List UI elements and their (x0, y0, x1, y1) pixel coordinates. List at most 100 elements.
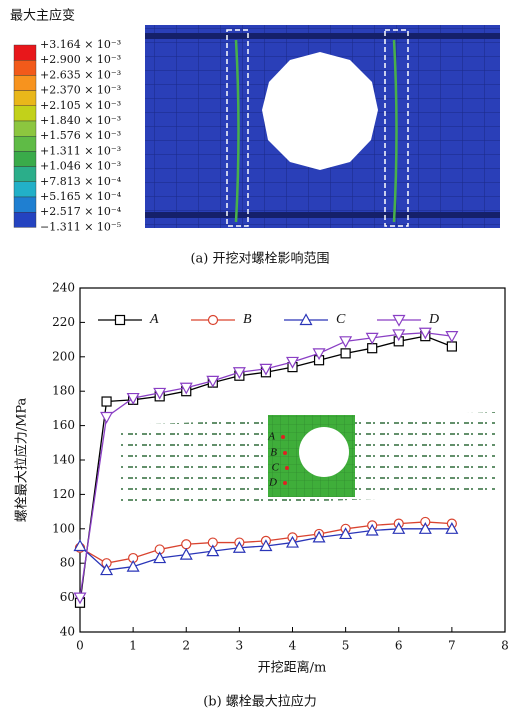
legend-label: +2.517 × 10⁻⁴ (40, 205, 122, 218)
fe-band (145, 212, 500, 218)
marker (285, 535, 300, 548)
inset-label: A (267, 431, 275, 443)
legend-label: B (243, 312, 252, 327)
legend-swatch (13, 196, 37, 213)
inset-label: C (272, 462, 280, 474)
legend-swatch (13, 75, 37, 91)
inset-label: B (270, 447, 277, 459)
marker (312, 530, 326, 543)
legend-swatch (13, 166, 37, 183)
legend-swatch (13, 90, 37, 106)
marker (285, 356, 300, 369)
legend-label: +3.164 × 10⁻³ (40, 38, 121, 51)
y-tick-label: 160 (52, 418, 75, 432)
legend-swatch (13, 211, 37, 228)
inset-point (283, 451, 287, 455)
marker (73, 539, 87, 552)
inset-point (281, 435, 285, 439)
fe-band (145, 33, 500, 39)
legend-label: −1.311 × 10⁻⁵ (40, 220, 121, 233)
legend-label: +2.370 × 10⁻³ (40, 84, 121, 97)
legend-marker (392, 314, 406, 327)
marker (340, 348, 351, 359)
marker (100, 563, 114, 576)
legend-label: +1.311 × 10⁻³ (40, 144, 121, 157)
marker (179, 547, 193, 560)
inset-hole (299, 427, 349, 477)
legend-label: +2.635 × 10⁻³ (40, 68, 121, 81)
legend-swatch (13, 120, 37, 137)
legend-swatch (13, 135, 37, 152)
legend-marker (207, 314, 219, 326)
y-axis-label: 螺栓最大拉应力/MPa (14, 397, 30, 522)
marker (206, 544, 220, 557)
marker (126, 559, 140, 572)
fe-strain-strip (234, 39, 240, 223)
legend-label: D (428, 312, 439, 327)
marker (445, 522, 459, 534)
y-tick-label: 40 (60, 625, 75, 639)
legend-label: +1.046 × 10⁻³ (40, 160, 121, 173)
marker (367, 343, 378, 354)
marker (392, 329, 406, 342)
legend-label: +2.105 × 10⁻³ (40, 99, 121, 112)
y-tick-label: 120 (52, 487, 75, 501)
fe-hole (262, 52, 378, 170)
dashed-box (226, 29, 249, 227)
marker (153, 551, 167, 564)
y-tick-label: 80 (60, 556, 75, 570)
y-tick-label: 180 (52, 384, 75, 398)
legend-label: A (149, 312, 159, 327)
caption: (b) 螺栓最大拉应力 (203, 694, 317, 710)
marker (232, 540, 246, 553)
x-tick-label: 8 (501, 639, 509, 653)
inset-point (283, 481, 287, 485)
x-tick-label: 2 (182, 639, 190, 653)
x-tick-label: 6 (395, 639, 403, 653)
legend-label: +1.576 × 10⁻³ (40, 129, 121, 142)
marker (126, 392, 140, 405)
x-tick-label: 0 (76, 639, 84, 653)
marker (418, 327, 432, 340)
marker (339, 527, 353, 540)
marker (101, 396, 112, 407)
x-tick-label: 5 (342, 639, 350, 653)
inset-label: D (268, 477, 277, 489)
contour-legend: 最大主应变 +3.164 × 10⁻³ +2.900 × 10⁻³ +2.635 ×… (10, 8, 122, 234)
legend-marker (114, 314, 126, 326)
x-tick-label: 4 (289, 639, 297, 653)
x-tick-label: 3 (236, 639, 244, 653)
y-tick-label: 100 (52, 521, 75, 535)
legend-swatch (13, 60, 37, 76)
marker (153, 387, 167, 400)
legend-swatch (13, 44, 37, 61)
y-tick-label: 200 (52, 349, 75, 363)
y-tick-label: 220 (52, 315, 75, 329)
marker (259, 539, 273, 552)
legend-swatch (13, 151, 37, 167)
marker (365, 523, 379, 536)
marker (312, 348, 326, 361)
y-tick-label: 140 (52, 453, 75, 467)
marker (179, 382, 193, 395)
marker (259, 363, 273, 376)
legend-label: +1.840 × 10⁻³ (40, 114, 121, 127)
legend-swatch (13, 181, 37, 198)
fe-strain-strip (392, 39, 398, 223)
y-tick-label: 240 (52, 281, 75, 295)
inset-point (285, 466, 289, 470)
legend-marker (299, 313, 313, 326)
legend-label: +7.813 × 10⁻⁴ (40, 175, 122, 188)
marker (418, 522, 432, 534)
marker (100, 411, 114, 424)
marker (446, 341, 457, 352)
x-tick-label: 7 (448, 639, 456, 653)
y-tick-label: 60 (60, 590, 75, 604)
legend-label: +2.900 × 10⁻³ (40, 53, 121, 66)
x-tick-label: 1 (129, 639, 137, 653)
marker (392, 522, 406, 534)
marker (181, 539, 192, 550)
marker (206, 375, 220, 388)
marker (73, 592, 87, 605)
